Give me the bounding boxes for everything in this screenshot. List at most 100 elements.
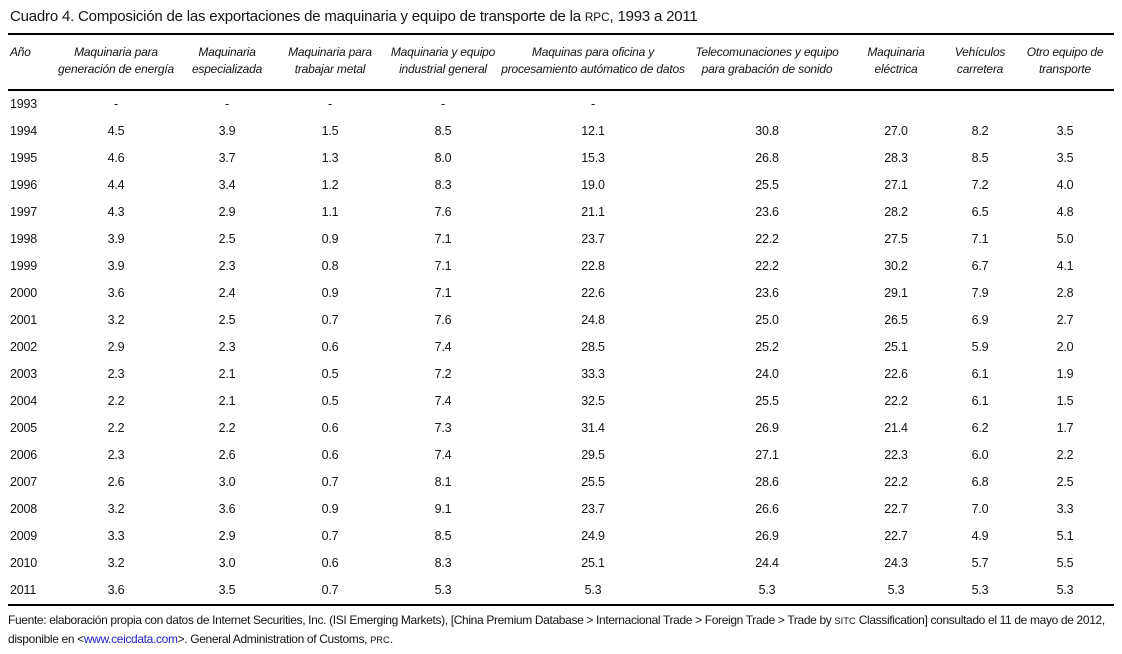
column-header: Maquinaria para generación de energía — [52, 35, 180, 91]
value-cell: 0.8 — [321, 259, 339, 274]
column-header-line: generación de energía — [58, 62, 174, 77]
year-cell: 2006 — [10, 448, 38, 463]
value-cell: 28.3 — [884, 151, 908, 166]
table-row: 1997 4.3 2.9 1.1 7.6 21.1 23.6 28.2 6.5 4.8 — [8, 199, 1114, 226]
value-cell: 2.2 — [218, 421, 236, 436]
value-cell: - — [114, 97, 118, 112]
table-row: 2001 3.2 2.5 0.7 7.6 24.8 25.0 26.5 6.9 2.7 — [8, 307, 1114, 334]
year-cell: 1994 — [10, 124, 38, 139]
value-cell: 8.5 — [434, 529, 452, 544]
table-row: 2000 3.6 2.4 0.9 7.1 22.6 23.6 29.1 7.9 2.8 — [8, 280, 1114, 307]
value-cell: 23.7 — [581, 232, 605, 247]
table-title-smallcaps: RPC — [584, 11, 610, 24]
value-cell: 30.8 — [755, 124, 779, 139]
column-header-line: Maquinaria para — [288, 45, 372, 59]
value-cell: 5.0 — [1056, 232, 1074, 247]
value-cell: 24.0 — [755, 367, 779, 382]
value-cell: 21.1 — [581, 205, 605, 220]
ceicdata-link[interactable]: www.ceicdata.com — [83, 631, 178, 646]
value-cell: - — [328, 97, 332, 112]
value-cell: 6.0 — [971, 448, 989, 463]
year-cell: 1999 — [10, 259, 38, 274]
table-row: 1998 3.9 2.5 0.9 7.1 23.7 22.2 27.5 7.1 5.0 — [8, 226, 1114, 253]
table-row: 2011 3.6 3.5 0.7 5.3 5.3 5.3 5.3 5.3 5.3 — [8, 577, 1114, 605]
value-cell: 9.1 — [434, 502, 452, 517]
year-cell: 2005 — [10, 421, 38, 436]
value-cell: 8.3 — [434, 556, 452, 571]
column-header-line: Otro equipo de — [1026, 45, 1104, 59]
year-cell: 1997 — [10, 205, 38, 220]
value-cell: 6.1 — [971, 367, 989, 382]
value-cell: 22.2 — [884, 475, 908, 490]
table-row: 1993 - - - - - — [8, 90, 1114, 118]
value-cell: 32.5 — [581, 394, 605, 409]
value-cell: 3.9 — [107, 232, 125, 247]
value-cell: 8.0 — [434, 151, 452, 166]
value-cell: 0.6 — [321, 340, 339, 355]
value-cell: 26.9 — [755, 421, 779, 436]
column-header-line: trabajar metal — [294, 62, 366, 77]
column-header-line: especializada — [191, 62, 263, 77]
source-note-text: SITC — [834, 615, 856, 626]
value-cell: 2.5 — [218, 232, 236, 247]
column-header: Vehículos carretera — [944, 35, 1016, 91]
value-cell: 7.1 — [434, 232, 452, 247]
value-cell: 2.2 — [1056, 448, 1074, 463]
value-cell: 22.3 — [884, 448, 908, 463]
table-row: 2006 2.3 2.6 0.6 7.4 29.5 27.1 22.3 6.0 2.2 — [8, 442, 1114, 469]
value-cell: 0.7 — [321, 583, 339, 598]
column-header: Maquinaria eléctrica — [848, 35, 944, 91]
value-cell: 3.4 — [218, 178, 236, 193]
value-cell: 4.6 — [107, 151, 125, 166]
value-cell: 6.7 — [971, 259, 989, 274]
value-cell: 30.2 — [884, 259, 908, 274]
value-cell: 6.5 — [971, 205, 989, 220]
table-row: 1995 4.6 3.7 1.3 8.0 15.3 26.8 28.3 8.5 3.5 — [8, 145, 1114, 172]
value-cell: 2.3 — [218, 340, 236, 355]
value-cell: 7.4 — [434, 394, 452, 409]
value-cell: 28.5 — [581, 340, 605, 355]
value-cell: 4.9 — [971, 529, 989, 544]
column-header: Maquinaria para trabajar metal — [274, 35, 386, 91]
column-header-line: Maquinaria — [198, 45, 256, 59]
value-cell: 22.7 — [884, 529, 908, 544]
value-cell: 1.1 — [321, 205, 339, 220]
value-cell — [1016, 90, 1114, 118]
year-cell: 2002 — [10, 340, 38, 355]
value-cell: 22.8 — [581, 259, 605, 274]
value-cell: - — [441, 97, 445, 112]
value-cell: 2.4 — [218, 286, 236, 301]
value-cell: 25.2 — [755, 340, 779, 355]
value-cell: 0.5 — [321, 367, 339, 382]
value-cell: 2.5 — [1056, 475, 1074, 490]
year-cell: 2009 — [10, 529, 38, 544]
value-cell: 8.5 — [434, 124, 452, 139]
value-cell: 8.5 — [971, 151, 989, 166]
table-row: 2002 2.9 2.3 0.6 7.4 28.5 25.2 25.1 5.9 2.0 — [8, 334, 1114, 361]
value-cell: 5.1 — [1056, 529, 1074, 544]
year-cell: 2004 — [10, 394, 38, 409]
value-cell: 31.4 — [581, 421, 605, 436]
value-cell: 1.7 — [1056, 421, 1074, 436]
value-cell: 2.3 — [107, 367, 125, 382]
year-cell: 1996 — [10, 178, 38, 193]
column-header-line: Maquinaria para — [74, 45, 158, 59]
value-cell: 0.9 — [321, 502, 339, 517]
year-cell: 2008 — [10, 502, 38, 517]
value-cell: 26.5 — [884, 313, 908, 328]
value-cell: 7.1 — [971, 232, 989, 247]
year-cell: 2011 — [10, 583, 37, 598]
value-cell: 22.2 — [755, 259, 779, 274]
value-cell: 5.5 — [1056, 556, 1074, 571]
value-cell: 7.2 — [971, 178, 989, 193]
value-cell: 23.6 — [755, 205, 779, 220]
value-cell: 8.1 — [434, 475, 452, 490]
value-cell: 3.2 — [107, 556, 125, 571]
value-cell: 27.1 — [884, 178, 908, 193]
table-row: 1999 3.9 2.3 0.8 7.1 22.8 22.2 30.2 6.7 4.1 — [8, 253, 1114, 280]
table-row: 2009 3.3 2.9 0.7 8.5 24.9 26.9 22.7 4.9 5.1 — [8, 523, 1114, 550]
year-cell: 1998 — [10, 232, 38, 247]
value-cell: 2.0 — [1056, 340, 1074, 355]
value-cell: 0.9 — [321, 286, 339, 301]
table-title-text: Cuadro 4. Composición de las exportacion… — [10, 8, 585, 25]
